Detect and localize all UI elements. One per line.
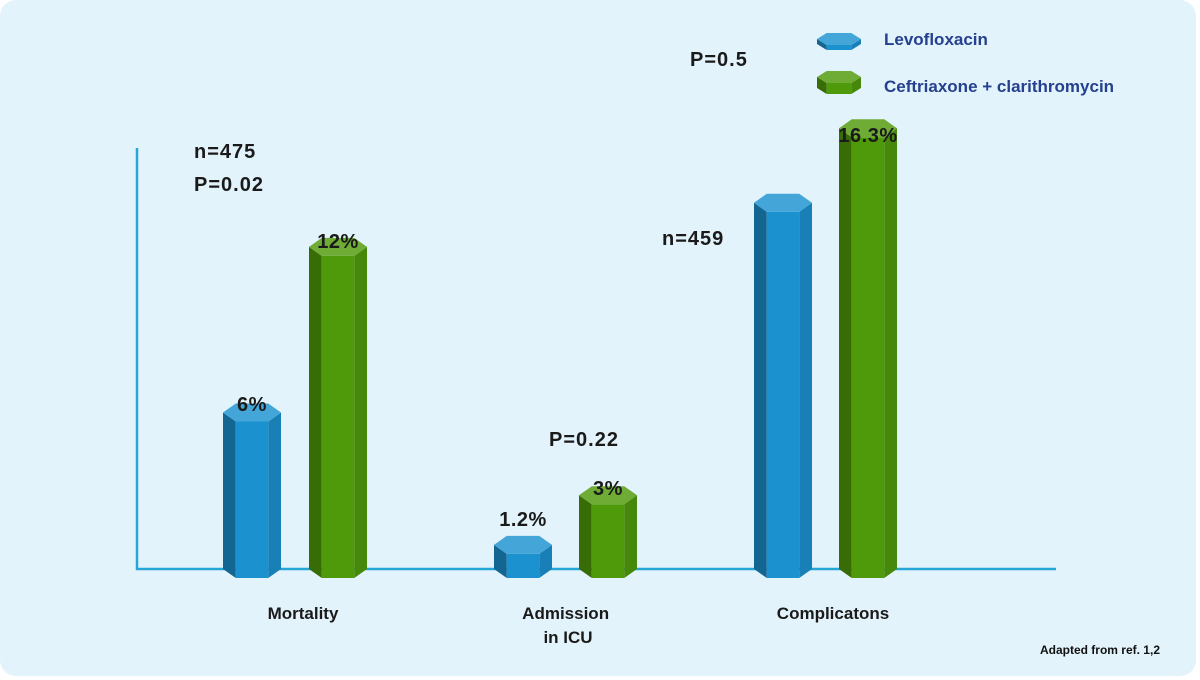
legend-label-ceftriaxone: Ceftriaxone + clarithromycin <box>884 77 1114 96</box>
legend-label-levofloxacin: Levofloxacin <box>884 30 988 49</box>
category-label-complications: Complicatons <box>777 604 889 623</box>
legend: Levofloxacin Ceftriaxone + clarithromyci… <box>817 30 1114 96</box>
bar-ceftriaxone-icu <box>579 486 637 578</box>
bar-ceftriaxone-complications <box>839 119 897 579</box>
category-label-icu-line2: in ICU <box>543 628 592 647</box>
bar-levofloxacin-complications <box>754 193 812 578</box>
value-label-levofloxacin-icu: 1.2% <box>499 509 547 531</box>
annotation-mortality-n: n=475 <box>194 141 256 163</box>
source-note: Adapted from ref. 1,2 <box>1040 643 1160 657</box>
annotation-icu-p: P=0.22 <box>549 429 619 451</box>
bar-ceftriaxone-mortality <box>309 237 367 578</box>
bars-layer <box>223 119 897 579</box>
value-label-ceftriaxone-mortality: 12% <box>317 231 359 253</box>
legend-swatch-ceftriaxone-shape <box>817 71 861 94</box>
bar-levofloxacin-icu <box>494 535 552 578</box>
value-label-ceftriaxone-complications: 16.3% <box>838 125 897 147</box>
category-label-mortality: Mortality <box>268 604 339 623</box>
category-label-icu: Admission in ICU <box>522 604 614 647</box>
legend-swatch-levofloxacin <box>817 33 861 50</box>
legend-swatch-ceftriaxone <box>817 71 861 94</box>
category-label-icu-line1: Admission <box>522 604 609 623</box>
annotation-mortality-p: P=0.02 <box>194 174 264 196</box>
legend-swatch-levofloxacin-shape <box>817 33 861 50</box>
value-label-levofloxacin-mortality: 6% <box>237 394 267 416</box>
annotation-complications-n: n=459 <box>662 228 724 250</box>
annotation-complications-p: P=0.5 <box>690 49 748 71</box>
value-label-ceftriaxone-icu: 3% <box>593 478 623 500</box>
bar-levofloxacin-mortality <box>223 403 281 578</box>
